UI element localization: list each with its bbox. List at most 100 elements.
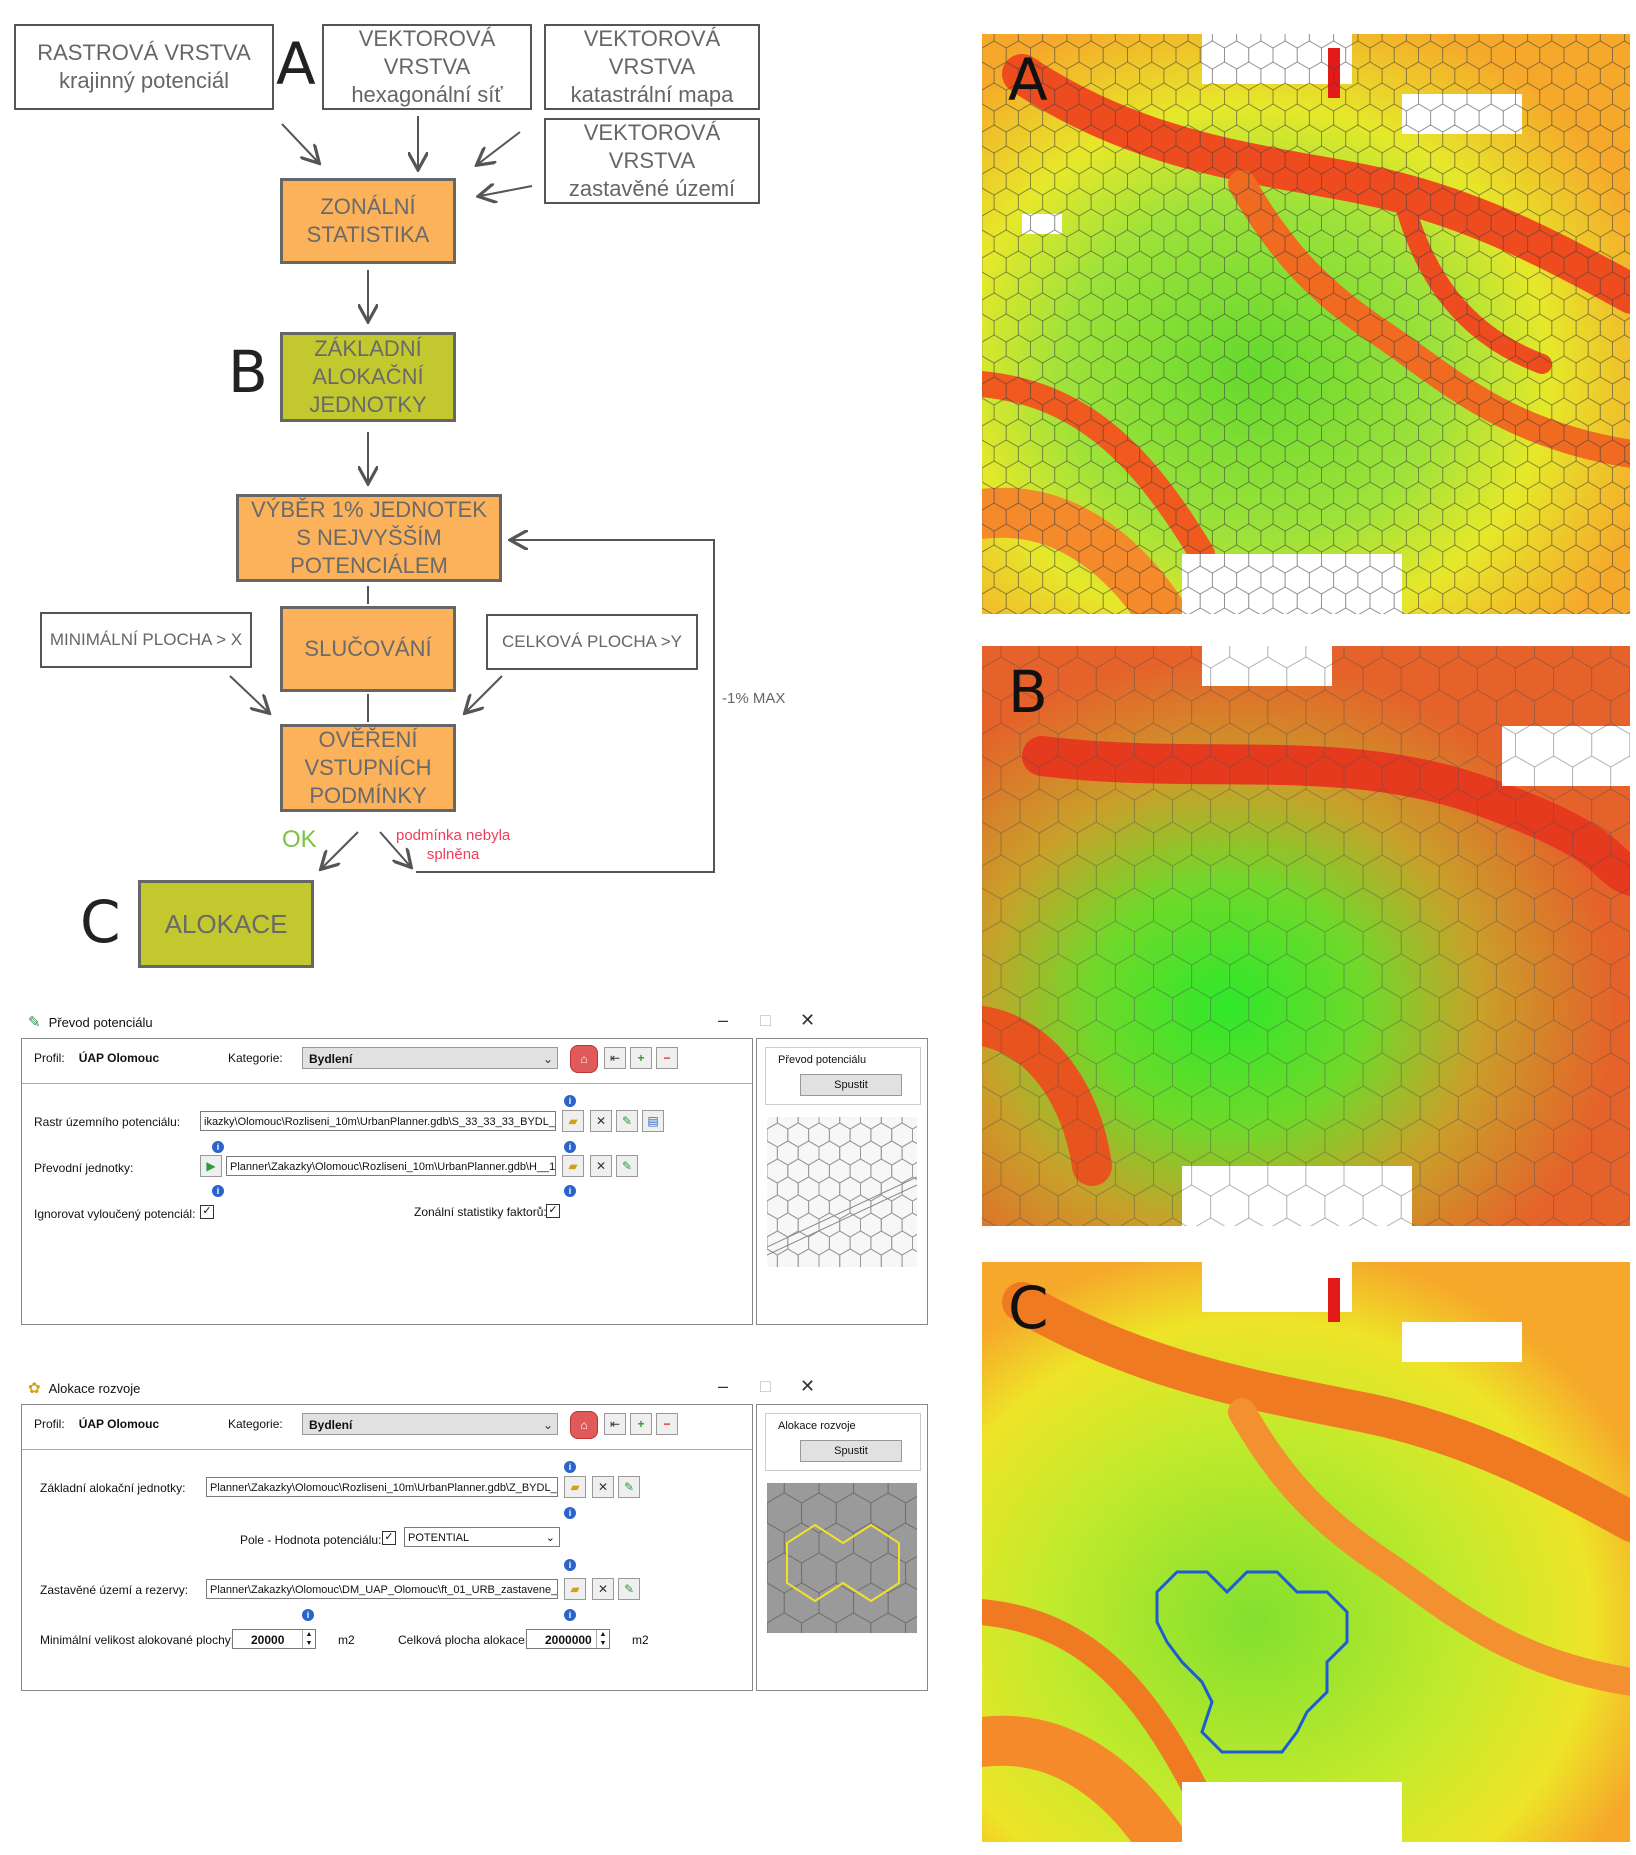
arrow-total-verify: [466, 675, 503, 712]
maximize-button[interactable]: □: [760, 1376, 771, 1396]
ok-label: OK: [282, 826, 317, 853]
vector-built-box: VEKTOROVÁ VRSTVA zastavěné území: [544, 118, 760, 204]
info-icon: i: [564, 1461, 576, 1473]
side-panel: Převod potenciálu Spustit: [756, 1038, 928, 1325]
box-line: PODMÍNKY: [309, 783, 427, 808]
window-title-bar: ✿ Alokace rozvoje: [28, 1374, 140, 1402]
folder-icon[interactable]: ▰: [564, 1578, 586, 1600]
min-label: Minimální velikost alokované plochy:: [40, 1633, 235, 1647]
app-icon: ✎: [28, 1014, 41, 1031]
add-button[interactable]: +: [630, 1413, 652, 1435]
app-icon: ✿: [28, 1380, 41, 1397]
import-button[interactable]: ⇤: [604, 1413, 626, 1435]
units-input[interactable]: Planner\Zakazky\Olomouc\Rozliseni_10m\Ur…: [206, 1477, 558, 1497]
info-icon: i: [212, 1141, 224, 1153]
allocation-box: ALOKACE: [138, 880, 314, 968]
total-area-input[interactable]: 2000000 ▲ ▼: [526, 1629, 610, 1649]
allocation-units-box: ZÁKLADNÍ ALOKAČNÍ JEDNOTKY: [280, 332, 456, 422]
edit-icon[interactable]: ✎: [616, 1155, 638, 1177]
box-line: VÝBĚR 1% JEDNOTEK: [251, 497, 487, 522]
maximize-button[interactable]: □: [760, 1010, 771, 1030]
box-line: krajinný potenciál: [59, 68, 229, 93]
window-title: Převod potenciálu: [48, 1014, 153, 1030]
category-value: Bydlení: [309, 1052, 353, 1066]
profile-row: Profil: ÚAP Olomouc: [34, 1051, 159, 1065]
info-icon: i: [564, 1095, 576, 1107]
min-unit: m2: [338, 1633, 355, 1647]
import-button[interactable]: ⇤: [604, 1047, 626, 1069]
main-panel: Profil: ÚAP Olomouc Kategorie: Bydlení ⌄…: [21, 1038, 753, 1325]
edit-icon[interactable]: ✎: [618, 1476, 640, 1498]
remove-button[interactable]: −: [656, 1047, 678, 1069]
flow-arrows: [229, 116, 715, 873]
fail-label: podmínka nebyla splněna: [396, 826, 510, 864]
folder-icon[interactable]: ▰: [562, 1110, 584, 1132]
spin-arrows-icon[interactable]: ▲ ▼: [302, 1630, 315, 1648]
category-select[interactable]: Bydlení ⌄: [302, 1047, 558, 1069]
field-select[interactable]: POTENTIAL ⌄: [404, 1527, 560, 1547]
arrow-cadastral-zonal: [478, 131, 521, 164]
box-line: MINIMÁLNÍ PLOCHA > X: [49, 630, 243, 649]
close-button[interactable]: ✕: [800, 1010, 816, 1030]
clear-icon[interactable]: ✕: [590, 1155, 612, 1177]
box-line: VEKTOROVÁ VRSTVA: [358, 26, 496, 79]
ignore-checkbox[interactable]: ✓: [200, 1205, 214, 1219]
folder-icon[interactable]: ▰: [564, 1476, 586, 1498]
letter-b: B: [228, 338, 268, 406]
verify-box: OVĚŘENÍ VSTUPNÍCH PODMÍNKY: [280, 724, 456, 812]
arrow-right-icon[interactable]: ▶: [200, 1155, 222, 1177]
loop-line: [416, 540, 715, 873]
select-units-box: VÝBĚR 1% JEDNOTEK S NEJVYŠŠÍM POTENCIÁLE…: [236, 494, 502, 582]
script-icon[interactable]: ▤: [642, 1110, 664, 1132]
info-icon: i: [564, 1507, 576, 1519]
built-input[interactable]: Planner\Zakazky\Olomouc\DM_UAP_Olomouc\f…: [206, 1579, 558, 1599]
clear-icon[interactable]: ✕: [590, 1110, 612, 1132]
info-icon: i: [564, 1559, 576, 1571]
group-box: Alokace rozvoje Spustit: [765, 1413, 921, 1471]
folder-icon[interactable]: ▰: [562, 1155, 584, 1177]
category-select[interactable]: Bydlení ⌄: [302, 1413, 558, 1435]
units-label: Převodní jednotky:: [34, 1161, 134, 1175]
letter-c: C: [80, 888, 121, 956]
run-button[interactable]: Spustit: [800, 1440, 902, 1462]
field-value: POTENTIAL: [408, 1532, 470, 1544]
home-button[interactable]: ⌂: [570, 1045, 598, 1073]
raster-input[interactable]: ikazky\Olomouc\Rozliseni_10m\UrbanPlanne…: [200, 1111, 556, 1131]
units-input[interactable]: Planner\Zakazky\Olomouc\Rozliseni_10m\Ur…: [226, 1156, 556, 1176]
box-line: VEKTOROVÁ VRSTVA: [583, 120, 721, 173]
divider: [22, 1083, 752, 1084]
zonal-checkbox[interactable]: ✓: [546, 1204, 560, 1218]
vector-cadastral-box: VEKTOROVÁ VRSTVA katastrální mapa: [544, 24, 760, 110]
minimize-button[interactable]: –: [718, 1376, 729, 1396]
divider: [22, 1449, 752, 1450]
allocation-preview: [767, 1483, 917, 1633]
box-line: hexagonální síť: [351, 82, 503, 107]
home-button[interactable]: ⌂: [570, 1411, 598, 1439]
fail-line: splněna: [426, 846, 480, 863]
box-line: CELKOVÁ PLOCHA >Y: [502, 632, 682, 651]
fail-line: podmínka nebyla: [396, 827, 511, 844]
minimize-button[interactable]: –: [718, 1010, 729, 1030]
profile-value: ÚAP Olomouc: [78, 1417, 160, 1431]
edit-icon[interactable]: ✎: [618, 1578, 640, 1600]
box-line: zastavěné území: [568, 176, 736, 201]
vector-hex-box: VEKTOROVÁ VRSTVA hexagonální síť: [322, 24, 532, 110]
clear-icon[interactable]: ✕: [592, 1476, 614, 1498]
run-button[interactable]: Spustit: [800, 1074, 902, 1096]
raster-label: Rastr územního potenciálu:: [34, 1115, 181, 1129]
total-area-box: CELKOVÁ PLOCHA >Y: [486, 614, 698, 670]
side-panel: Alokace rozvoje Spustit: [756, 1404, 928, 1691]
add-button[interactable]: +: [630, 1047, 652, 1069]
arrow-built-zonal: [480, 186, 533, 196]
edit-icon[interactable]: ✎: [616, 1110, 638, 1132]
spin-arrows-icon[interactable]: ▲ ▼: [596, 1630, 609, 1648]
box-line: ZONÁLNÍ: [320, 194, 416, 219]
development-allocation-window: ✿ Alokace rozvoje – □ ✕ Profil: ÚAP Olom…: [18, 1374, 928, 1709]
profile-row: Profil: ÚAP Olomouc: [34, 1417, 159, 1431]
remove-button[interactable]: −: [656, 1413, 678, 1435]
field-checkbox[interactable]: ✓: [382, 1531, 396, 1545]
clear-icon[interactable]: ✕: [592, 1578, 614, 1600]
min-area-input[interactable]: 20000 ▲ ▼: [232, 1629, 316, 1649]
close-button[interactable]: ✕: [800, 1376, 816, 1396]
box-line: STATISTIKA: [306, 222, 430, 247]
